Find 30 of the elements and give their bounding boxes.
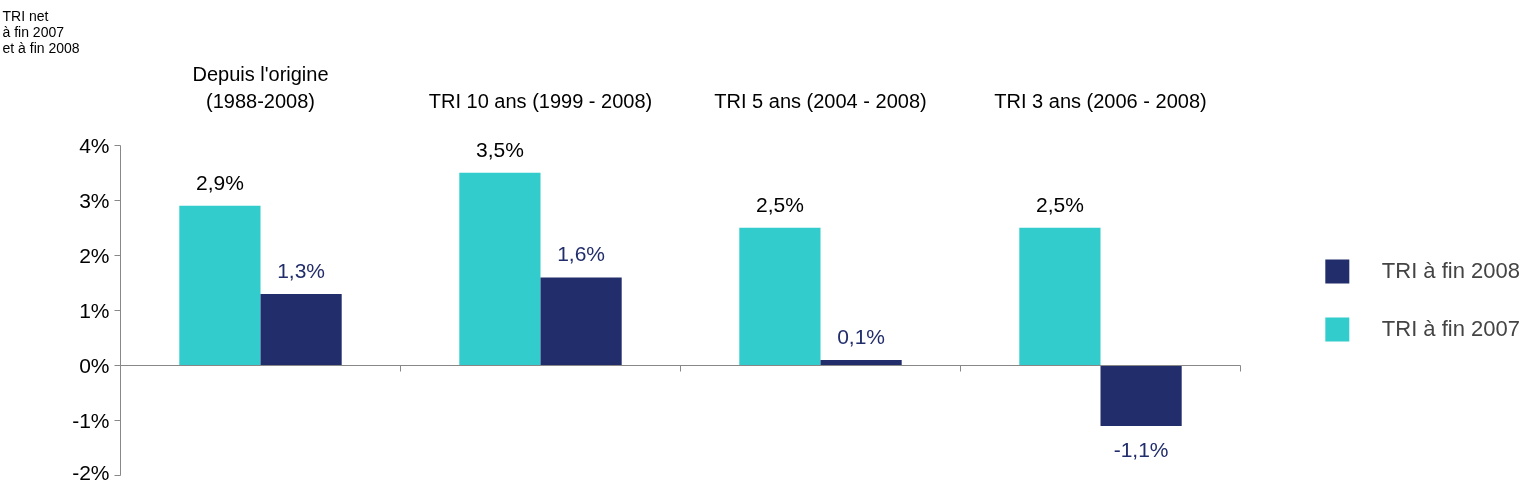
data-label: 3,5%: [475, 137, 524, 161]
y-tick-label: 3%: [79, 188, 110, 212]
data-label: 2,5%: [1035, 192, 1084, 216]
data-label: 1,6%: [557, 242, 606, 266]
bar: [260, 293, 342, 366]
legend-label: TRI à fin 2008: [1381, 258, 1520, 284]
x-tick-label: Depuis l'origine (1988-2008): [192, 63, 329, 112]
bar: [1100, 365, 1182, 426]
y-axis-title: TRI net à fin 2007 et à fin 2008: [2, 7, 80, 56]
data-label: 2,5%: [755, 192, 804, 216]
bar: [739, 227, 821, 366]
y-tick-label: 1%: [79, 298, 110, 322]
data-label: -1,1%: [1113, 437, 1169, 461]
data-label: 0,1%: [837, 324, 886, 348]
x-tick-label: TRI 10 ans (1999 - 2008): [428, 89, 653, 112]
bar: [179, 205, 261, 366]
x-tick-label: TRI 3 ans (2006 - 2008): [994, 89, 1207, 112]
data-label: 1,3%: [277, 258, 326, 282]
data-label: 2,9%: [195, 170, 244, 194]
y-tick-label: 4%: [79, 133, 110, 157]
bar: [540, 277, 622, 366]
bar: [459, 172, 541, 366]
y-tick-label: 0%: [79, 353, 110, 377]
y-tick-label: -1%: [72, 408, 110, 432]
legend-label: TRI à fin 2007: [1381, 316, 1520, 342]
bar: [820, 359, 902, 366]
y-tick-label: -2%: [72, 460, 110, 484]
x-tick-label: TRI 5 ans (2004 - 2008): [714, 89, 927, 112]
bar: [1019, 227, 1101, 366]
y-tick-label: 2%: [79, 243, 110, 267]
